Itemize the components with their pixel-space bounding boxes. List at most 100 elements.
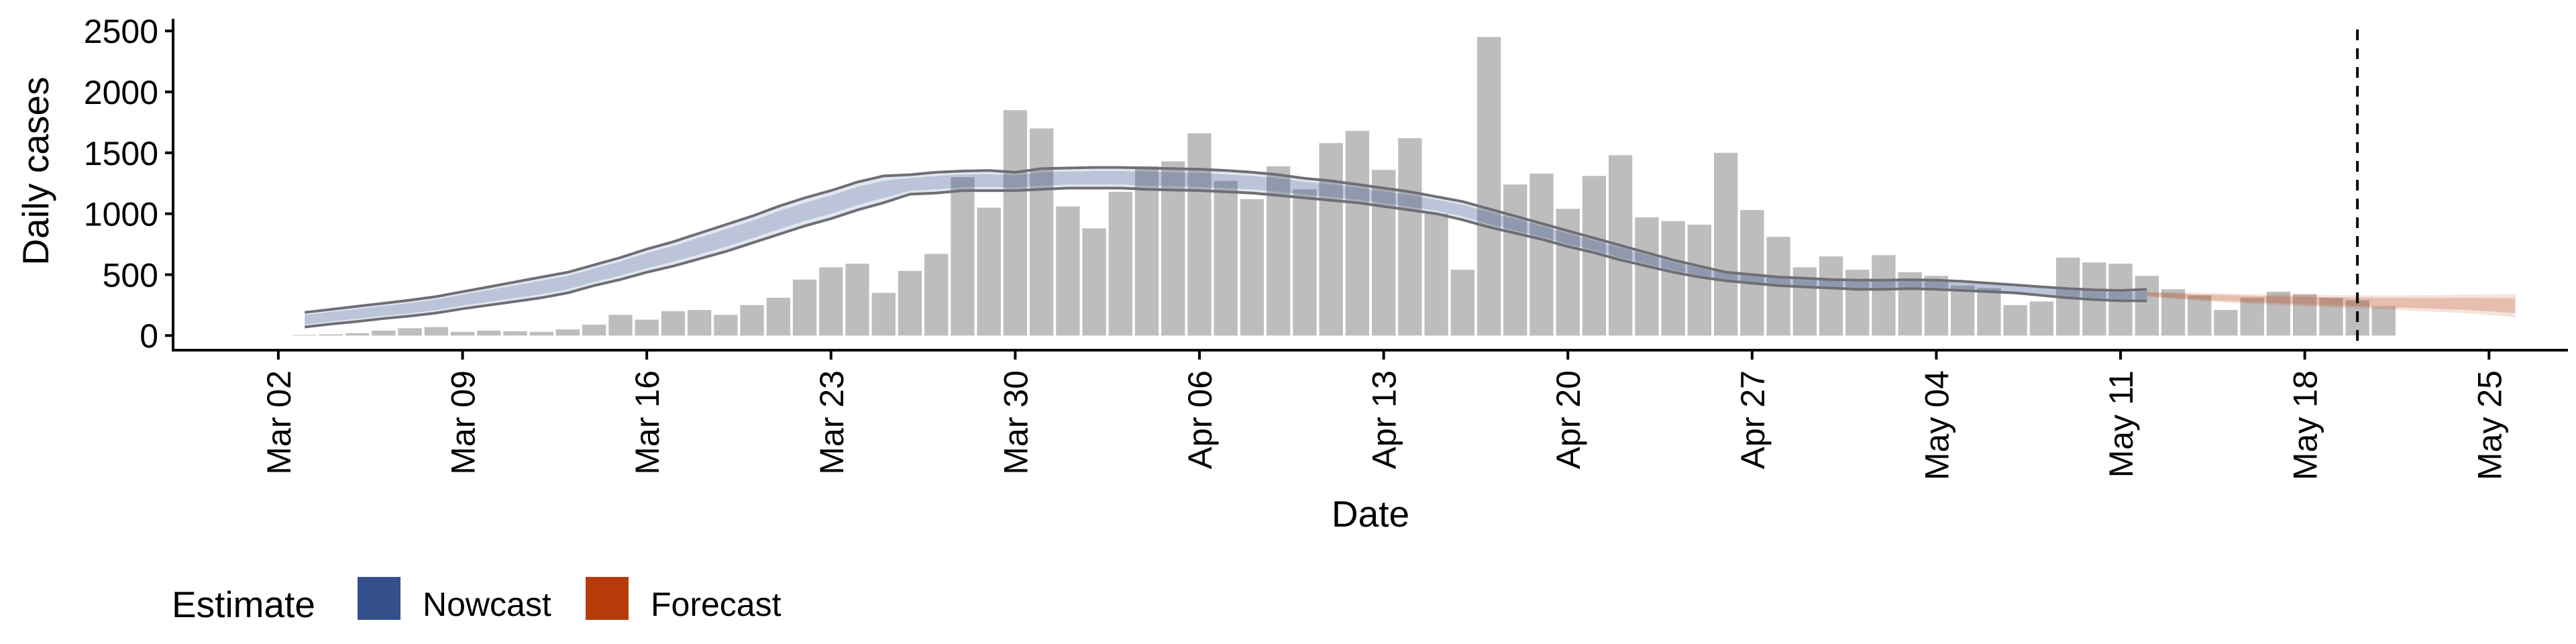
x-tick-label: Mar 09 — [445, 370, 482, 475]
bar — [845, 264, 869, 336]
bar — [1082, 228, 1106, 336]
bar — [635, 319, 659, 336]
bar — [1635, 217, 1659, 336]
bar — [1450, 270, 1474, 336]
x-ticks: Mar 02 Mar 09 Mar 16 Mar 23 Mar 30 Apr 06 Apr … — [260, 350, 2508, 480]
y-tick-label: 500 — [103, 256, 158, 294]
bar — [372, 330, 396, 336]
bar — [2319, 297, 2343, 336]
bar — [1398, 138, 1422, 336]
y-axis-title: Daily cases — [15, 76, 56, 265]
bar — [2161, 289, 2186, 336]
bar — [1977, 288, 2001, 336]
bar — [2371, 306, 2396, 336]
bar — [1214, 180, 1238, 336]
bar — [608, 315, 633, 336]
bar — [714, 315, 738, 336]
bar — [2029, 301, 2053, 336]
x-tick-label: Apr 27 — [1734, 370, 1772, 469]
bar — [398, 328, 422, 336]
bar — [555, 329, 580, 336]
y-tick-label: 0 — [140, 317, 158, 355]
bar — [1424, 213, 1448, 336]
bar — [951, 177, 975, 336]
bar — [1951, 285, 1975, 336]
bar — [2214, 310, 2238, 336]
bar — [2293, 294, 2317, 336]
bar — [871, 292, 896, 336]
bar — [2188, 295, 2212, 336]
bar — [1003, 110, 1027, 336]
bar — [1503, 184, 1527, 336]
bar — [924, 254, 949, 336]
bar — [1819, 256, 1843, 336]
x-tick-label: Apr 20 — [1550, 370, 1587, 469]
bar — [424, 327, 448, 336]
bar — [529, 331, 553, 336]
bar — [977, 207, 1001, 336]
bar — [792, 279, 817, 336]
bar — [819, 267, 843, 336]
bar — [1030, 128, 1054, 336]
bar — [766, 297, 790, 336]
y-tick-label: 1500 — [84, 135, 158, 172]
bar — [1529, 173, 1554, 336]
bar — [450, 331, 475, 336]
legend-key-forecast — [586, 577, 629, 620]
bar — [740, 305, 764, 336]
bar — [1319, 143, 1343, 336]
forecast-inner-band — [2147, 292, 2516, 313]
x-tick-label: Mar 16 — [629, 370, 666, 475]
bar — [345, 333, 370, 336]
bar — [582, 324, 606, 336]
nowcast-upper-line — [304, 166, 2147, 314]
bar — [1293, 189, 1317, 336]
bar — [1924, 276, 1949, 336]
y-ticks: 0 500 1000 1500 2000 2500 — [84, 13, 173, 355]
x-tick-label: May 04 — [1918, 370, 1955, 480]
bar — [2240, 297, 2264, 336]
bar — [1056, 206, 1080, 336]
bar — [1345, 131, 1369, 336]
bar — [2003, 305, 2027, 336]
x-tick-label: Apr 06 — [1181, 370, 1219, 469]
bar — [1661, 221, 1685, 336]
x-tick-label: Apr 13 — [1366, 370, 1403, 469]
x-tick-label: May 11 — [2102, 370, 2140, 478]
y-tick-label: 2000 — [84, 74, 158, 111]
bar — [1134, 166, 1159, 336]
nowcast-lower-line — [304, 186, 2147, 329]
nowcast-outer-band — [305, 167, 2147, 327]
bar — [1687, 224, 1711, 336]
forecast-outer-band — [2147, 291, 2516, 317]
bar — [688, 310, 712, 336]
legend-label-nowcast: Nowcast — [423, 586, 551, 623]
legend-key-nowcast — [358, 577, 400, 620]
bar — [319, 334, 343, 336]
x-axis-title: Date — [1332, 493, 1409, 535]
y-tick-label: 1000 — [84, 196, 158, 233]
bar — [1714, 152, 1738, 336]
bar — [1477, 37, 1501, 336]
x-tick-label: Mar 02 — [260, 370, 298, 475]
x-tick-label: Mar 23 — [813, 370, 851, 475]
bar — [2135, 276, 2159, 336]
bar — [477, 330, 501, 336]
x-tick-label: May 25 — [2471, 370, 2508, 480]
axes-layer — [172, 19, 2568, 352]
legend: Estimate Nowcast Forecast — [172, 577, 782, 625]
bar — [1372, 170, 1396, 336]
bar — [503, 331, 527, 336]
bar — [1187, 133, 1212, 336]
legend-label-forecast: Forecast — [651, 586, 782, 623]
bar — [1240, 199, 1265, 336]
y-tick-label: 2500 — [84, 13, 158, 50]
bar — [898, 270, 922, 336]
bar — [661, 311, 685, 336]
x-tick-label: May 18 — [2287, 370, 2324, 480]
bar — [1108, 191, 1132, 336]
estimate-bands-layer — [304, 166, 2516, 329]
bar — [2266, 291, 2291, 336]
legend-title: Estimate — [172, 584, 315, 625]
